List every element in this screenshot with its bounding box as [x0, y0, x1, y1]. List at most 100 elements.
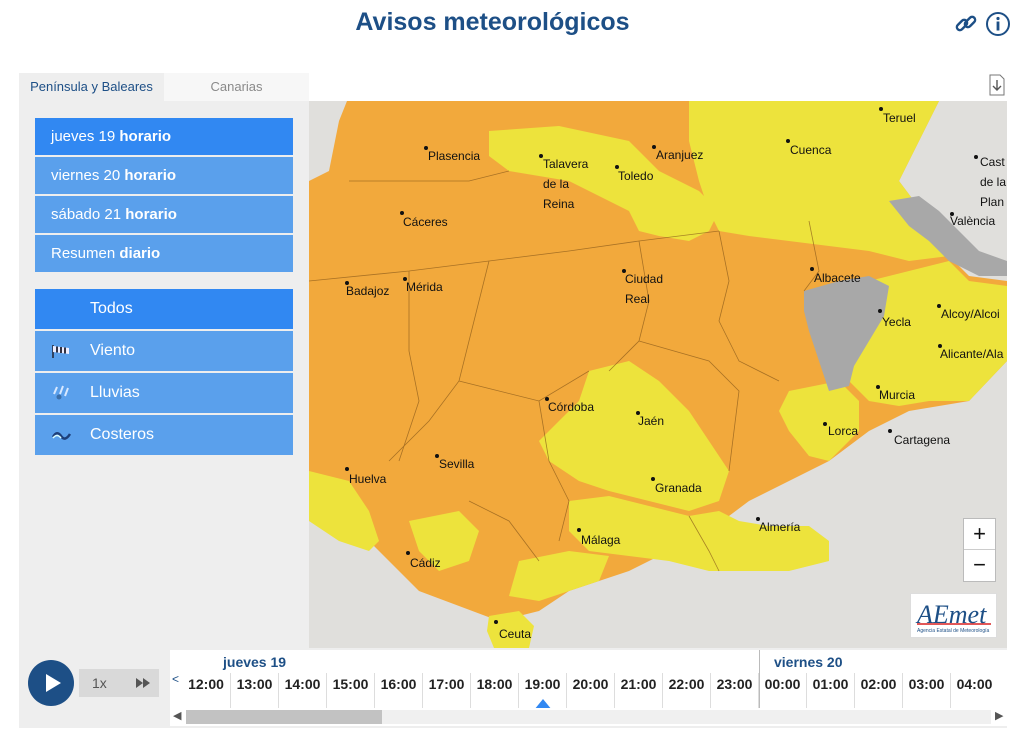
timeline-prev-arrow[interactable]: <: [172, 672, 180, 686]
yellow-warning-zone: [409, 511, 479, 571]
city-label: Ciudad: [625, 272, 663, 286]
type-button-costeros[interactable]: Costeros: [35, 415, 293, 455]
city-label: Alicante/Ala: [940, 347, 1004, 361]
hour-2300[interactable]: 23:00: [710, 673, 758, 708]
hour-2200[interactable]: 22:00: [662, 673, 710, 708]
day-label: viernes 20: [51, 167, 121, 184]
scroll-right-arrow[interactable]: ▶: [995, 710, 1004, 722]
hour-1700[interactable]: 17:00: [422, 673, 470, 708]
type-label: Todos: [90, 300, 133, 317]
type-button-todos[interactable]: Todos: [35, 289, 293, 329]
city-label: Badajoz: [346, 284, 389, 298]
day-label: sábado 21: [51, 206, 122, 223]
city-label: Cáceres: [403, 215, 448, 229]
hour-0100[interactable]: 01:00: [806, 673, 854, 708]
hour-1300[interactable]: 13:00: [230, 673, 278, 708]
day-label: Resumen: [51, 245, 116, 262]
city-label: Mérida: [406, 280, 443, 294]
hour-timeline: < jueves 19 viernes 20 12:00 13:00 14:00 15…: [170, 650, 1007, 710]
hour-1500[interactable]: 15:00: [326, 673, 374, 708]
hour-2100[interactable]: 21:00: [614, 673, 662, 708]
city-label: Córdoba: [548, 400, 594, 414]
hour-0200[interactable]: 02:00: [854, 673, 902, 708]
city-label: Ceuta: [499, 627, 531, 641]
city-label: Teruel: [883, 111, 916, 125]
type-label: Lluvias: [90, 384, 140, 401]
hour-0000[interactable]: 00:00: [758, 673, 806, 708]
download-icon[interactable]: [988, 74, 1006, 96]
info-icon[interactable]: [985, 11, 1011, 37]
city-label: Real: [625, 292, 650, 306]
hour-1900[interactable]: 19:00: [518, 673, 566, 710]
hour-row: 12:00 13:00 14:00 15:00 16:00 17:00 18:00 19:00…: [182, 673, 998, 710]
hour-2000[interactable]: 20:00: [566, 673, 614, 708]
city-label: Cast: [980, 155, 1005, 169]
scroll-thumb[interactable]: [186, 710, 382, 724]
zoom-out-button[interactable]: −: [973, 552, 986, 577]
city-label: Cartagena: [894, 433, 950, 447]
day-button-resumen[interactable]: Resumen diario: [35, 235, 293, 272]
timeline-scrollbar[interactable]: ◀ ▶: [170, 708, 1007, 726]
yellow-warning-zone: [509, 551, 609, 601]
city-label: Murcia: [879, 388, 915, 402]
city-label: Plasencia: [428, 149, 480, 163]
no-warning-zone: [804, 276, 889, 391]
timeline-day-label: jueves 19: [223, 654, 287, 670]
city-label: Cádiz: [410, 556, 441, 570]
region-tabs: Península y Baleares Canarias: [19, 73, 309, 101]
day-separator: [759, 650, 760, 708]
hour-1600[interactable]: 16:00: [374, 673, 422, 708]
link-icon[interactable]: [953, 11, 979, 37]
type-button-lluvias[interactable]: Lluvias: [35, 373, 293, 413]
yellow-warning-zone: [309, 471, 379, 551]
hour-1400[interactable]: 14:00: [278, 673, 326, 708]
scroll-left-arrow[interactable]: ◀: [173, 710, 182, 722]
city-label: Granada: [655, 481, 702, 495]
hour-0400[interactable]: 04:00: [950, 673, 998, 708]
play-button[interactable]: [28, 660, 74, 706]
day-button-viernes[interactable]: viernes 20 horario: [35, 157, 293, 194]
city-label: Reina: [543, 197, 575, 211]
hour-1200[interactable]: 12:00: [188, 676, 224, 692]
tab-peninsula[interactable]: Península y Baleares: [19, 73, 164, 101]
wave-icon: [51, 432, 72, 440]
day-button-jueves[interactable]: jueves 19 horario: [35, 118, 293, 155]
city-label: Sevilla: [439, 457, 475, 471]
warning-map[interactable]: Teruel Plasencia Talavera de la Reina Ar…: [309, 101, 1007, 648]
play-icon: [46, 674, 61, 692]
fast-forward-icon[interactable]: [135, 677, 151, 689]
rain-icon: [53, 385, 69, 400]
city-label: Almería: [759, 520, 801, 534]
day-mode: horario: [124, 167, 177, 184]
yellow-warning-zone: [779, 381, 859, 461]
city-label: Jaén: [638, 414, 664, 428]
day-mode: horario: [119, 128, 172, 145]
city-label: de la: [543, 177, 569, 191]
day-button-sabado[interactable]: sábado 21 horario: [35, 196, 293, 233]
type-label: Costeros: [90, 426, 155, 443]
tab-canarias[interactable]: Canarias: [164, 73, 309, 101]
zoom-in-button[interactable]: +: [964, 519, 995, 550]
hour-1800[interactable]: 18:00: [470, 673, 518, 708]
day-mode: horario: [125, 206, 177, 223]
day-mode: diario: [119, 245, 161, 262]
city-label: Toledo: [618, 169, 654, 183]
city-label: Huelva: [349, 472, 387, 486]
hour-0300[interactable]: 03:00: [902, 673, 950, 708]
city-label: Talavera: [543, 157, 589, 171]
city-label: Alcoy/Alcoi: [941, 307, 1000, 321]
scroll-track[interactable]: [186, 710, 991, 724]
city-label: Málaga: [581, 533, 621, 547]
speed-control[interactable]: 1x: [79, 669, 159, 697]
city-label: de la: [980, 175, 1006, 189]
wind-icon: [52, 345, 69, 358]
city-label: Cuenca: [790, 143, 832, 157]
type-button-viento[interactable]: Viento: [35, 331, 293, 371]
city-label: Yecla: [882, 315, 911, 329]
city-label: Lorca: [828, 424, 858, 438]
page-title: Avisos meteorológicos: [355, 8, 630, 36]
zoom-control: + −: [963, 518, 996, 582]
city-label: Aranjuez: [656, 148, 703, 162]
day-list: jueves 19 horario viernes 20 horario sáb…: [35, 118, 293, 274]
